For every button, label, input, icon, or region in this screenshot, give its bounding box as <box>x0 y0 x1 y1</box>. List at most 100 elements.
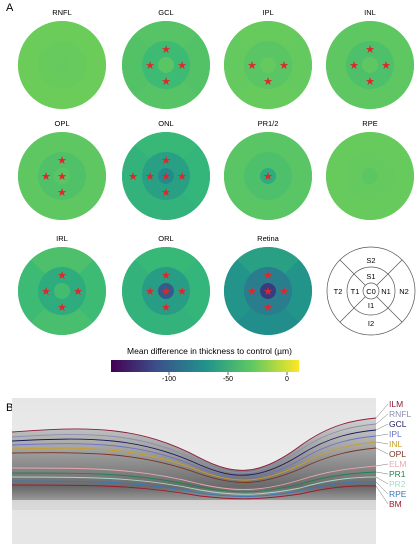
outer-sector <box>78 33 107 97</box>
inner-sector <box>45 296 79 315</box>
inner-sector <box>38 274 57 308</box>
disc-label: PR1/2 <box>257 119 279 128</box>
significance-star: ★ <box>161 43 171 56</box>
inner-sector <box>251 152 285 171</box>
significance-star: ★ <box>365 43 375 56</box>
outer-sector <box>18 33 46 97</box>
significance-star: ★ <box>263 269 273 282</box>
significance-star: ★ <box>145 285 155 298</box>
inner-sector <box>375 48 395 82</box>
inner-sector <box>67 274 86 308</box>
inner-sector <box>149 41 183 60</box>
outer-sector <box>17 144 46 208</box>
inner-sector <box>171 48 191 82</box>
outer-sector <box>18 259 46 323</box>
significance-star: ★ <box>263 285 273 298</box>
inner-sector <box>149 181 183 201</box>
inner-sector <box>149 152 183 171</box>
center-sector <box>260 283 276 299</box>
oct-layer-label: PR1 <box>389 469 406 479</box>
disc-orl: ★ ★ ★ ★ ★ <box>122 247 210 336</box>
oct-layer-label: BM <box>389 499 402 509</box>
outer-sector <box>134 81 198 109</box>
inner-sector <box>38 48 57 82</box>
disc-label: OPL <box>54 119 70 128</box>
disc-ipl: ★ ★ ★ <box>224 21 313 109</box>
significance-star: ★ <box>145 59 155 72</box>
significance-star: ★ <box>247 59 257 72</box>
inner-sector <box>375 159 394 193</box>
inner-sector <box>149 70 183 89</box>
inner-sector <box>353 70 387 89</box>
center-sector <box>260 168 276 184</box>
inner-sector <box>142 274 161 308</box>
inner-sector <box>45 181 79 201</box>
outer-sector <box>284 144 312 208</box>
significance-star: ★ <box>349 59 359 72</box>
grid-label-c0: C0 <box>366 287 376 296</box>
significance-star: ★ <box>161 269 171 282</box>
outer-sector <box>182 259 210 323</box>
grid-label-s1: S1 <box>366 272 375 281</box>
significance-star: ★ <box>177 170 187 183</box>
inner-sector <box>45 70 79 90</box>
inner-sector <box>346 48 365 82</box>
center-sector <box>260 57 276 73</box>
inner-sector <box>251 181 285 200</box>
outer-sector <box>284 33 313 97</box>
outer-sector <box>134 307 198 336</box>
disc-rnfl <box>18 21 107 109</box>
inner-sector <box>251 267 285 286</box>
disc-label: IRL <box>56 234 68 243</box>
significance-star: ★ <box>128 170 138 183</box>
significance-star: ★ <box>57 269 67 282</box>
oct-layer-label: GCL <box>389 419 407 429</box>
center-sector <box>158 283 174 299</box>
center-sector <box>158 57 174 73</box>
inner-sector <box>149 296 183 315</box>
outer-sector <box>30 307 94 336</box>
inner-sector <box>45 152 79 171</box>
significance-star: ★ <box>381 59 391 72</box>
outer-sector <box>223 144 252 208</box>
inner-sector <box>273 159 292 193</box>
outer-sector <box>326 144 354 208</box>
outer-sector <box>386 33 415 97</box>
outer-sector <box>30 21 94 49</box>
disc-label: INL <box>364 8 376 17</box>
grid-label-s2: S2 <box>366 256 375 265</box>
significance-star: ★ <box>279 59 289 72</box>
center-sector <box>158 168 174 184</box>
grid-label-t1: T1 <box>351 287 360 296</box>
oct-layer-label: ILM <box>389 399 404 409</box>
outer-sector <box>386 144 414 208</box>
colorbar-tick: -50 <box>222 376 234 383</box>
grid-label-i1: I1 <box>368 301 374 310</box>
outer-sector <box>122 33 150 97</box>
outer-sector <box>182 33 210 97</box>
significance-star: ★ <box>263 301 273 314</box>
significance-star: ★ <box>177 285 187 298</box>
significance-star: ★ <box>57 186 67 199</box>
outer-sector <box>30 192 94 221</box>
inner-sector <box>243 159 263 193</box>
inner-sector <box>141 48 161 82</box>
colorbar-tick: 0 <box>285 376 289 383</box>
center-sector <box>54 57 70 73</box>
grid-label-i2: I2 <box>368 319 374 328</box>
inner-sector <box>353 152 387 171</box>
inner-sector <box>141 159 161 193</box>
thickness-maps: ★ ★ ★ ★ ★ ★ ★ ★ ★ ★ ★ ★ ★ ★ ★ ★ ★ ★ ★ ★ ★ ★ ★ ★ ★ ★ ★ ★ ★ ★ ★ ★ ★ ★ ★ ★ <box>17 21 415 336</box>
disc-retina: ★ ★ ★ ★ ★ <box>223 247 313 336</box>
outer-sector <box>236 307 300 336</box>
disc-pr12: ★ <box>223 132 312 221</box>
outer-sector <box>284 259 313 323</box>
disc-label: IPL <box>262 8 274 17</box>
significance-star: ★ <box>161 285 171 298</box>
inner-sector <box>273 48 293 82</box>
inner-sector <box>45 267 79 286</box>
inner-sector <box>171 159 190 193</box>
inner-sector <box>67 159 87 193</box>
inner-sector <box>149 267 183 286</box>
significance-star: ★ <box>263 75 273 88</box>
